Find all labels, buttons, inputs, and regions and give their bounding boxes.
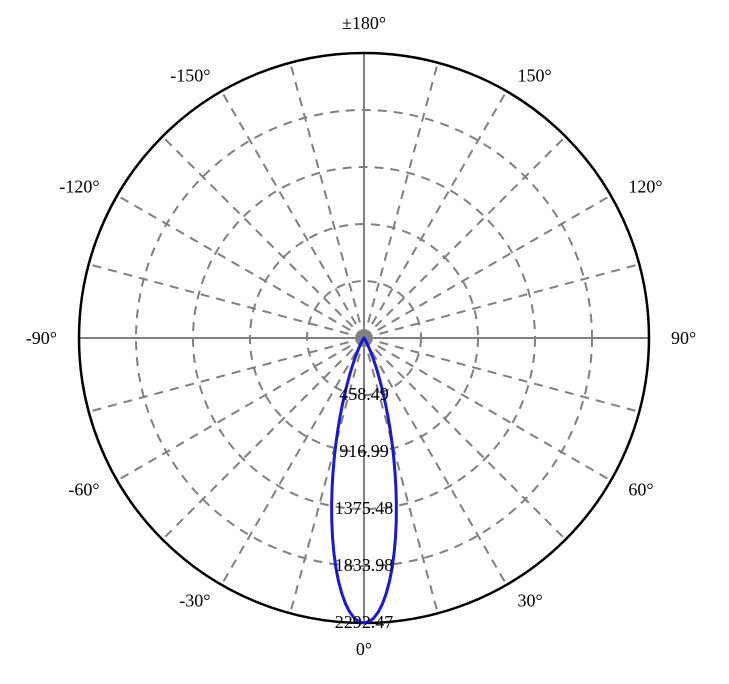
angle-tick-label: -120° xyxy=(59,177,99,197)
radial-tick-label: 1833.98 xyxy=(335,555,394,575)
angle-tick-label: ±180° xyxy=(342,13,386,33)
angle-tick-label: 90° xyxy=(671,328,696,348)
angle-tick-label: -150° xyxy=(170,66,210,86)
radial-tick-label: 1375.48 xyxy=(335,498,394,518)
angle-tick-label: 60° xyxy=(628,480,653,500)
angle-tick-label: 0° xyxy=(356,639,372,659)
angle-tick-label: 150° xyxy=(518,66,552,86)
polar-chart: 458.49 916.99 1375.48 1833.98 2292.47 ±180° 1… xyxy=(0,0,729,684)
angle-tick-label: -60° xyxy=(68,480,99,500)
angle-tick-label: 120° xyxy=(628,177,662,197)
angle-tick-label: -30° xyxy=(179,590,210,610)
radial-tick-label: 458.49 xyxy=(339,384,389,404)
angle-tick-label: 30° xyxy=(518,590,543,610)
radial-tick-label: 916.99 xyxy=(339,441,389,461)
radial-tick-label: 2292.47 xyxy=(335,612,394,632)
angle-tick-label: -90° xyxy=(26,328,57,348)
